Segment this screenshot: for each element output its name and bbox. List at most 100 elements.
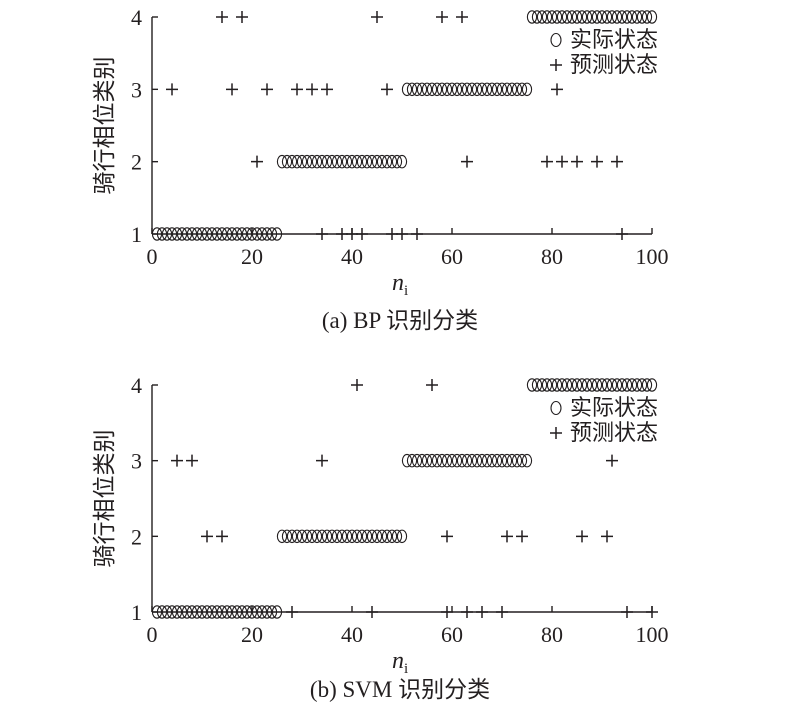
x-tick-label: 100 <box>636 622 669 647</box>
actual-state-point <box>471 453 483 468</box>
actual-state-point <box>436 82 448 97</box>
predicted-state-point <box>646 606 658 618</box>
y-axis-label: 骑行相位类别 <box>92 57 117 195</box>
actual-state-point <box>326 154 338 169</box>
actual-state-point <box>431 453 443 468</box>
predicted-state-point <box>551 83 563 96</box>
actual-state-point <box>596 10 608 24</box>
x-tick-label: 60 <box>441 622 463 647</box>
x-tick-label: 40 <box>341 244 363 269</box>
actual-state-point <box>266 227 278 241</box>
actual-state-point <box>611 378 623 392</box>
actual-state-point <box>426 82 438 97</box>
actual-state-point <box>591 10 603 24</box>
actual-state-point <box>376 154 388 169</box>
actual-state-point <box>201 227 213 241</box>
predicted-state-point <box>351 379 363 391</box>
actual-state-point <box>606 378 618 392</box>
actual-state-point <box>591 378 603 392</box>
actual-state-point <box>401 82 413 97</box>
actual-state-point <box>396 529 408 544</box>
actual-state-point <box>641 378 653 392</box>
actual-state-point <box>456 82 468 97</box>
actual-state-point <box>381 529 393 544</box>
actual-state-point <box>476 453 488 468</box>
actual-state-point <box>236 227 248 241</box>
actual-state-point <box>361 529 373 544</box>
actual-state-point <box>246 227 258 241</box>
actual-state-point <box>451 453 463 468</box>
legend-label-actual: 实际状态 <box>570 395 658 420</box>
actual-state-point <box>191 227 203 241</box>
x-tick-label: 60 <box>441 244 463 269</box>
x-axis-label-main: n <box>392 270 404 296</box>
actual-state-point <box>276 529 288 544</box>
actual-state-point <box>601 378 613 392</box>
actual-state-point <box>356 154 368 169</box>
actual-state-point <box>486 82 498 97</box>
actual-state-markers <box>151 378 658 619</box>
actual-state-point <box>181 605 193 619</box>
actual-state-point <box>631 378 643 392</box>
predicted-state-point <box>616 228 628 240</box>
actual-state-point <box>196 605 208 619</box>
actual-state-point <box>516 82 528 97</box>
actual-state-point <box>576 10 588 24</box>
actual-state-point <box>281 529 293 544</box>
actual-state-point <box>161 605 173 619</box>
actual-state-point <box>501 453 513 468</box>
predicted-state-point <box>496 606 508 618</box>
actual-state-point <box>546 10 558 24</box>
actual-state-point <box>486 453 498 468</box>
actual-state-point <box>306 154 318 169</box>
actual-state-point <box>346 154 358 169</box>
actual-state-point <box>236 605 248 619</box>
actual-state-point <box>251 227 263 241</box>
actual-state-point <box>521 453 533 468</box>
predicted-state-point <box>541 155 553 168</box>
actual-state-point <box>206 227 218 241</box>
predicted-state-point <box>501 530 513 543</box>
y-tick-label: 2 <box>131 524 142 549</box>
actual-state-point <box>296 529 308 544</box>
actual-state-point <box>546 378 558 392</box>
actual-state-point <box>251 605 263 619</box>
legend-marker-plus <box>550 59 562 71</box>
actual-state-point <box>571 10 583 24</box>
actual-state-point <box>531 10 543 24</box>
predicted-state-point <box>456 11 468 23</box>
actual-state-point <box>161 227 173 241</box>
actual-state-point <box>341 154 353 169</box>
actual-state-point <box>291 154 303 169</box>
actual-state-point <box>411 82 423 97</box>
actual-state-point <box>426 453 438 468</box>
x-tick-label: 80 <box>541 622 563 647</box>
actual-state-point <box>151 227 163 241</box>
actual-state-point <box>256 227 268 241</box>
actual-state-point <box>361 154 373 169</box>
predicted-state-point <box>371 11 383 23</box>
actual-state-point <box>556 10 568 24</box>
legend: 实际状态 预测状态 <box>550 27 658 77</box>
actual-state-point <box>231 605 243 619</box>
x-tick-label: 20 <box>241 244 263 269</box>
actual-state-point <box>601 10 613 24</box>
actual-state-point <box>551 378 563 392</box>
actual-state-point <box>336 529 348 544</box>
predicted-state-point <box>611 155 623 168</box>
actual-state-point <box>226 605 238 619</box>
predicted-state-point <box>356 228 368 240</box>
predicted-state-point <box>166 83 178 96</box>
predicted-state-point <box>316 454 328 467</box>
actual-state-point <box>366 154 378 169</box>
actual-state-point <box>226 227 238 241</box>
actual-state-point <box>406 453 418 468</box>
actual-state-point <box>186 227 198 241</box>
actual-state-point <box>626 10 638 24</box>
x-tick-label: 0 <box>147 622 158 647</box>
actual-state-point <box>301 154 313 169</box>
predicted-state-point <box>441 530 453 543</box>
actual-state-point <box>496 453 508 468</box>
actual-state-point <box>311 529 323 544</box>
actual-state-point <box>211 605 223 619</box>
